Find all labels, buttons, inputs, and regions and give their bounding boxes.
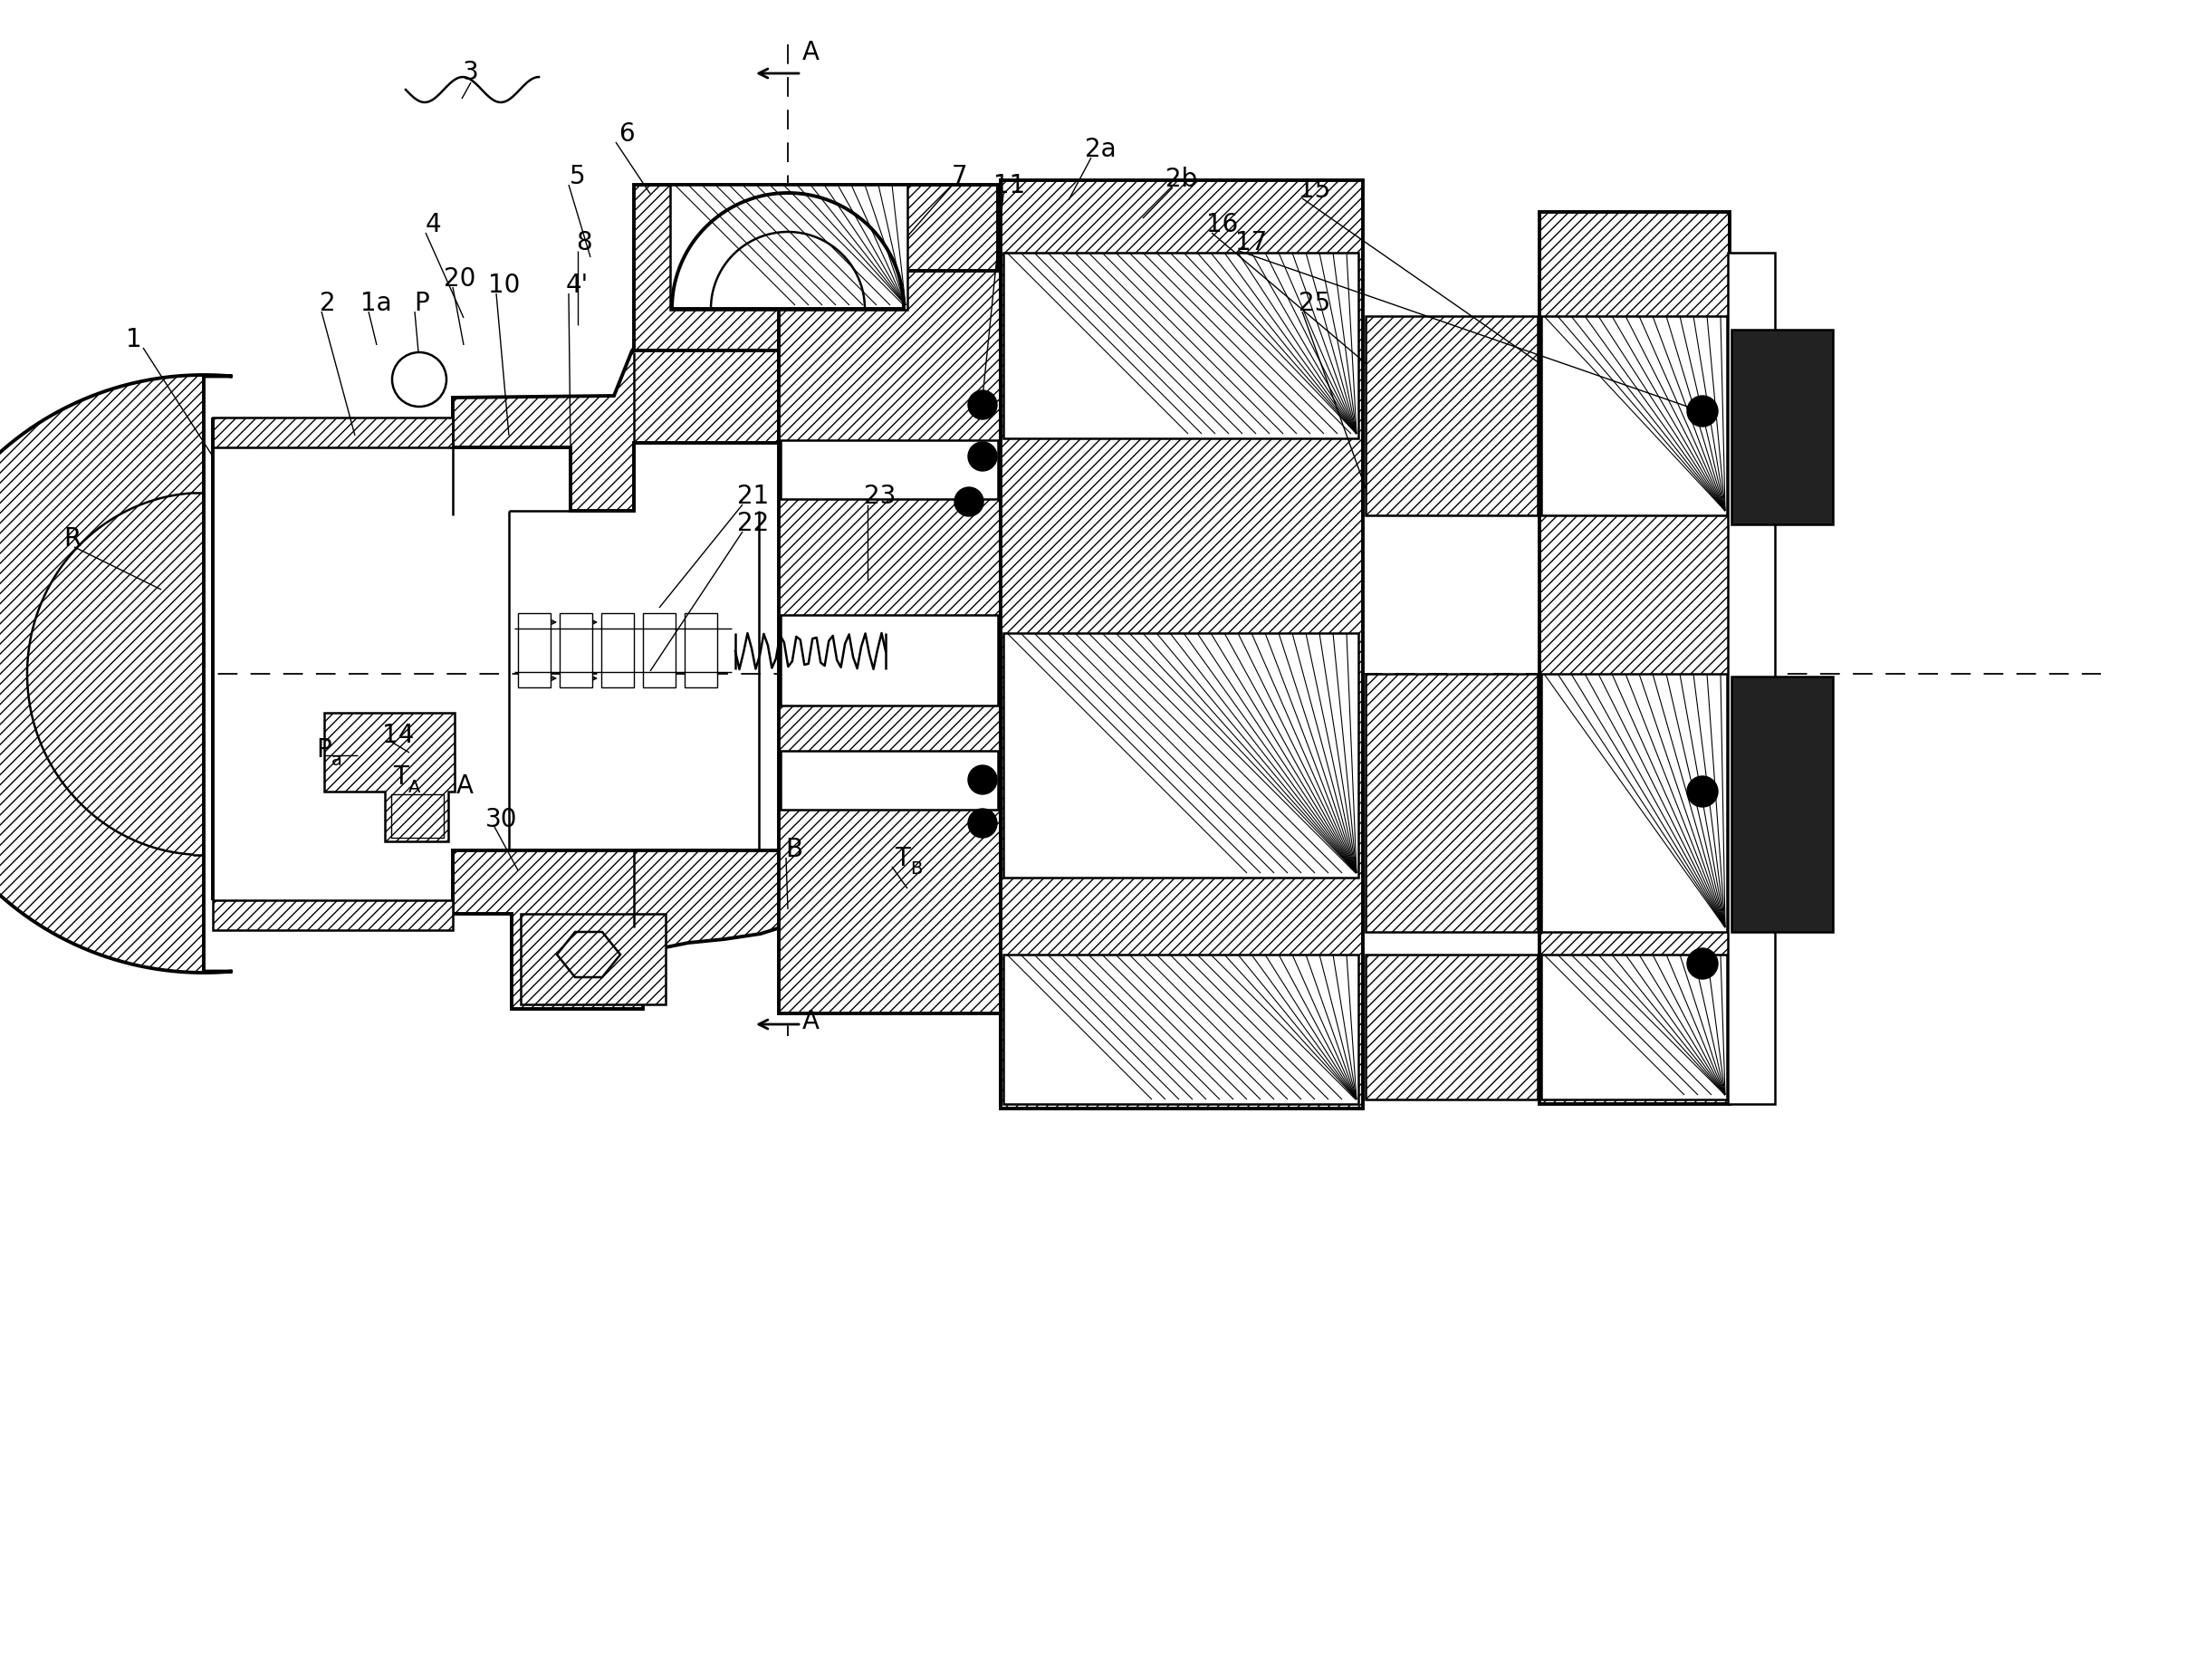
Polygon shape [452, 850, 780, 1010]
Text: 7: 7 [951, 165, 968, 190]
Text: A: A [802, 40, 819, 66]
Text: 22: 22 [738, 511, 769, 536]
Polygon shape [780, 272, 1001, 1013]
Circle shape [968, 766, 997, 795]
Text: a: a [332, 751, 343, 769]
Text: P: P [415, 291, 430, 316]
Text: 10: 10 [488, 272, 520, 297]
Circle shape [968, 442, 997, 472]
Polygon shape [1001, 181, 1364, 1109]
Bar [1004, 633, 1359, 879]
Bar [780, 751, 997, 810]
Text: A: A [457, 773, 472, 798]
Bar [1542, 318, 1726, 516]
Text: 6: 6 [619, 121, 635, 146]
Text: 3: 3 [463, 60, 479, 86]
Bar [518, 613, 551, 687]
Polygon shape [213, 418, 452, 449]
Bar [1730, 677, 1834, 932]
Bar [643, 613, 676, 687]
Text: B: B [911, 860, 922, 877]
Bar [1004, 254, 1359, 438]
Text: T: T [393, 764, 408, 790]
Text: 1a: 1a [360, 291, 391, 316]
Text: 20: 20 [444, 265, 477, 291]
Polygon shape [0, 376, 233, 973]
Circle shape [1687, 949, 1717, 979]
Circle shape [968, 810, 997, 838]
Text: R: R [64, 526, 81, 551]
Text: 14: 14 [382, 722, 415, 748]
Text: 15: 15 [1298, 178, 1331, 203]
Polygon shape [213, 900, 452, 931]
Polygon shape [635, 185, 997, 351]
Bar [602, 613, 635, 687]
Text: 21: 21 [738, 484, 769, 509]
Bar [670, 185, 907, 311]
Text: 1: 1 [125, 328, 143, 353]
Text: 4: 4 [424, 212, 441, 237]
Bar [685, 613, 718, 687]
Bar [391, 795, 444, 838]
Text: 17: 17 [1236, 230, 1267, 255]
Text: B: B [786, 837, 804, 862]
Text: 8: 8 [575, 230, 593, 255]
Text: 30: 30 [485, 806, 518, 832]
Text: 16: 16 [1206, 212, 1239, 237]
Text: A: A [802, 1008, 819, 1033]
Circle shape [968, 391, 997, 420]
Bar [560, 613, 593, 687]
Text: 11: 11 [995, 173, 1026, 198]
Bar [520, 914, 665, 1005]
Polygon shape [1539, 213, 1730, 1104]
Polygon shape [558, 932, 619, 978]
Bar [1728, 254, 1774, 1104]
Text: 4': 4' [567, 272, 589, 297]
Text: 5: 5 [569, 165, 586, 190]
Polygon shape [452, 312, 780, 511]
Circle shape [1687, 396, 1717, 427]
Text: 2b: 2b [1166, 166, 1197, 192]
Text: T: T [896, 845, 911, 870]
Bar [780, 615, 997, 706]
Text: P: P [316, 738, 332, 763]
Circle shape [955, 487, 984, 517]
Bar [780, 440, 997, 499]
Bar [1542, 674, 1726, 932]
Text: 2: 2 [321, 291, 336, 316]
Bar [1730, 331, 1834, 524]
Bar [1366, 318, 1537, 516]
Text: 23: 23 [865, 484, 896, 509]
Polygon shape [325, 714, 455, 842]
Text: 25: 25 [1298, 291, 1331, 316]
Bar [1004, 954, 1359, 1104]
Bar [1542, 954, 1726, 1100]
Bar [1366, 674, 1537, 932]
Text: A: A [408, 780, 422, 796]
Bar [1366, 954, 1537, 1100]
Circle shape [1687, 776, 1717, 808]
Text: 2a: 2a [1085, 136, 1116, 161]
Circle shape [393, 353, 446, 407]
